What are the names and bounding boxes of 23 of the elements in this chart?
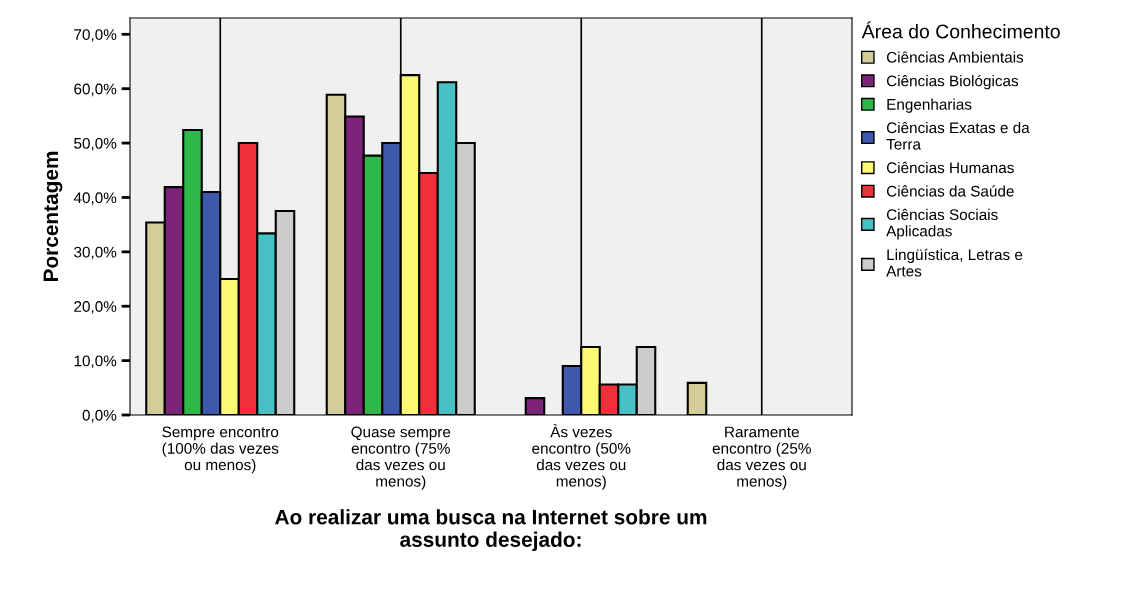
y-tick-label: 60,0% xyxy=(74,83,117,97)
y-tick-label: 50,0% xyxy=(74,137,117,151)
legend-label: Lingüística, Letras e Artes xyxy=(886,248,1023,277)
y-tick-label: 40,0% xyxy=(73,192,117,205)
y-tick-label: 70,0% xyxy=(74,29,117,42)
legend-label: Ciências Humanas xyxy=(886,161,1014,174)
legend-label: Engenharias xyxy=(887,98,972,113)
legend-label: Ciências Biológicas xyxy=(886,74,1019,90)
x-tick-label: Às vezes encontro (50% das vezes ou menos) xyxy=(532,423,631,490)
legend-label: Ciências Sociais Aplicadas xyxy=(886,208,998,240)
legend-label: Ciências Ambientais xyxy=(886,51,1024,63)
y-tick-label: 20,0% xyxy=(74,301,117,314)
y-axis-title: Porcentagem xyxy=(43,151,63,282)
x-tick-label: Sempre encontro (100% das vezes ou menos) xyxy=(162,426,279,474)
x-tick-label: Raramente encontro (25% das vezes ou menos) xyxy=(712,426,811,490)
y-tick-label: 30,0% xyxy=(74,246,117,260)
legend-label: Ciências Exatas e da Terra xyxy=(886,121,1030,150)
legend-label: Ciências da Saúde xyxy=(886,185,1014,197)
x-axis-title: Ao realizar uma busca na Internet sobre um assunto desejado: xyxy=(275,509,707,552)
y-tick-label: 0,0% xyxy=(82,409,117,423)
x-tick-label: Quase sempre encontro (75% das vezes ou menos) xyxy=(351,426,451,490)
legend-title: Área do Conhecimento xyxy=(861,21,1060,39)
y-tick-label: 10,0% xyxy=(74,355,117,369)
